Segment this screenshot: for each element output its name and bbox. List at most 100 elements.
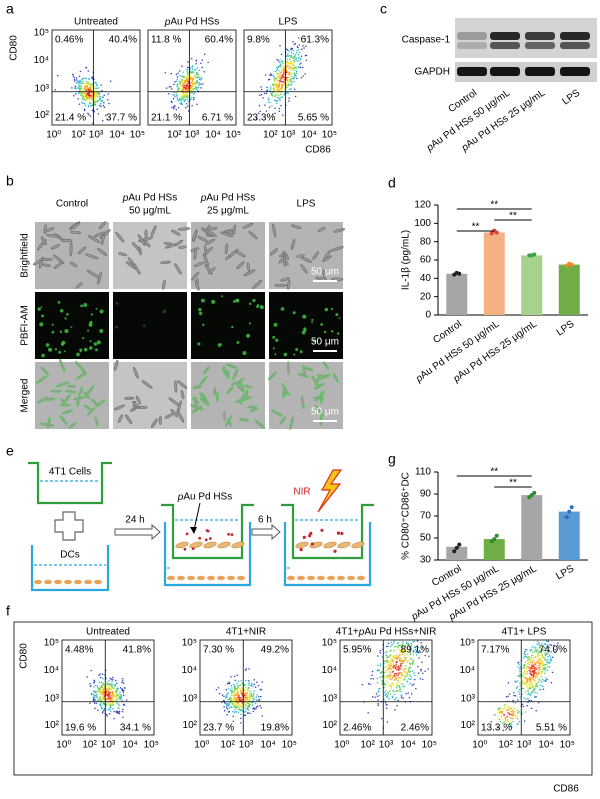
- event-dot: [107, 690, 109, 692]
- event-dot: [230, 685, 232, 687]
- event-dot: [503, 721, 505, 723]
- event-dot: [274, 80, 276, 83]
- event-dot: [530, 656, 532, 659]
- event-dot: [536, 668, 539, 670]
- event-dot: [398, 658, 401, 660]
- event-dot: [102, 702, 105, 705]
- event-dot: [278, 70, 280, 72]
- event-dot: [186, 68, 188, 71]
- event-dot: [387, 645, 389, 648]
- fluorescent-cell: [40, 306, 43, 308]
- fluorescent-cell: [220, 343, 222, 346]
- event-dot: [122, 694, 125, 696]
- event-dot: [115, 679, 117, 682]
- event-dot: [181, 95, 184, 97]
- cell: [40, 236, 47, 245]
- cell: [113, 404, 126, 411]
- event-dot: [290, 84, 293, 86]
- event-dot: [93, 691, 95, 693]
- event-dot: [290, 56, 292, 59]
- event-dot: [384, 659, 387, 662]
- event-dot: [190, 76, 192, 78]
- event-dot: [180, 102, 182, 104]
- event-dot: [512, 713, 514, 715]
- cell: [95, 399, 106, 408]
- cell: [246, 262, 251, 272]
- y-tick-label: 10³: [461, 694, 476, 705]
- event-dot: [101, 89, 103, 92]
- event-dot: [282, 84, 284, 87]
- cell: [55, 381, 70, 388]
- event-dot: [551, 656, 554, 658]
- event-dot: [532, 689, 535, 691]
- event-dot: [180, 80, 183, 83]
- bar: [521, 495, 543, 560]
- event-dot: [535, 709, 537, 712]
- event-dot: [394, 698, 397, 700]
- event-dot: [278, 84, 281, 86]
- fluorescent-cell: [221, 295, 224, 298]
- event-dot: [235, 698, 238, 700]
- event-dot: [531, 676, 534, 679]
- event-dot: [255, 706, 258, 708]
- event-dot: [80, 87, 82, 89]
- event-dot: [523, 682, 525, 685]
- event-dot: [395, 655, 398, 657]
- event-dot: [536, 661, 538, 663]
- event-dot: [175, 108, 178, 111]
- event-dot: [533, 669, 536, 672]
- event-dot: [229, 689, 232, 691]
- event-dot: [76, 79, 78, 81]
- event-dot: [514, 680, 516, 683]
- event-dot: [189, 87, 192, 89]
- event-dot: [221, 694, 224, 696]
- cell: [85, 253, 99, 259]
- fluorescent-cell: [232, 300, 236, 303]
- cell: [97, 272, 102, 285]
- event-dot: [191, 105, 193, 107]
- event-dot: [244, 696, 247, 699]
- event-dot: [385, 675, 388, 678]
- event-dot: [535, 651, 538, 653]
- event-dot: [235, 690, 237, 692]
- y-tick-label: 90: [420, 489, 432, 500]
- event-dot: [387, 656, 389, 658]
- row-label: Merged: [20, 379, 31, 413]
- event-dot: [509, 708, 512, 710]
- event-dot: [532, 686, 534, 688]
- event-dot: [118, 696, 121, 698]
- event-dot: [547, 640, 549, 643]
- event-dot: [408, 642, 410, 645]
- event-dot: [302, 44, 304, 47]
- y-tick-label: 10³: [323, 694, 338, 705]
- nanoparticle: [310, 542, 314, 546]
- event-dot: [391, 684, 393, 686]
- event-dot: [530, 648, 533, 651]
- event-dot: [515, 681, 517, 683]
- event-dot: [372, 678, 375, 680]
- event-dot: [182, 83, 184, 85]
- event-dot: [232, 691, 235, 694]
- event-dot: [517, 666, 519, 668]
- event-dot: [249, 695, 251, 697]
- event-dot: [101, 119, 104, 122]
- event-dot: [286, 69, 288, 71]
- flow-frame: [477, 639, 571, 736]
- event-dot: [406, 653, 409, 655]
- event-dot: [275, 100, 277, 102]
- cell: [86, 407, 96, 416]
- event-dot: [500, 708, 503, 710]
- y-tick-label: 10³: [35, 84, 50, 95]
- event-dot: [395, 687, 398, 689]
- event-dot: [102, 682, 104, 685]
- tumor-cell: [203, 541, 217, 549]
- event-dot: [103, 106, 106, 108]
- event-dot: [94, 698, 97, 700]
- event-dot: [121, 681, 123, 684]
- event-dot: [108, 680, 110, 682]
- event-dot: [532, 654, 534, 657]
- event-dot: [397, 657, 399, 659]
- fluorescent-cell: [331, 330, 334, 333]
- bar: [483, 539, 505, 560]
- event-dot: [384, 694, 386, 696]
